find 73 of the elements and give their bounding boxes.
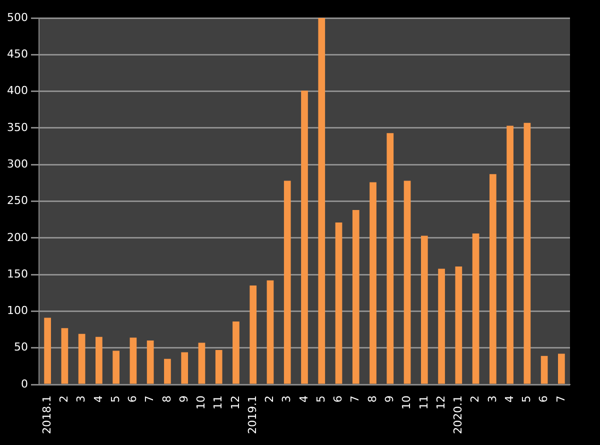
x-tick-label: 7 [348, 396, 362, 403]
y-tick-label: 400 [6, 84, 28, 98]
bar [524, 122, 531, 384]
bar [112, 350, 120, 384]
x-tick-label: 2019.1 [246, 396, 259, 434]
y-tick-label: 450 [6, 48, 28, 61]
x-tick-label: 12 [228, 396, 242, 410]
bar [301, 90, 308, 384]
bar [558, 354, 565, 384]
x-tick-label: 4 [297, 396, 310, 403]
x-tick-label: 8 [160, 396, 174, 403]
bar [506, 126, 514, 384]
bar [250, 286, 257, 384]
bar [438, 268, 445, 384]
x-tick-label: 3 [280, 396, 294, 403]
bar [370, 182, 376, 384]
x-tick-label: 2018.1 [40, 396, 54, 434]
bar [44, 318, 51, 384]
x-tick-label: 6 [537, 396, 550, 403]
x-tick-label: 10 [194, 396, 208, 410]
y-tick-label: 250 [6, 194, 28, 208]
bar [404, 180, 411, 384]
bar [489, 174, 496, 384]
bar [284, 180, 291, 384]
y-tick-label: 350 [6, 120, 28, 134]
bar [232, 321, 240, 384]
bar [386, 133, 394, 384]
bar [540, 356, 548, 384]
x-tick-label: 3 [74, 396, 88, 403]
bar [61, 328, 68, 384]
bar [198, 342, 206, 384]
y-tick-label: 200 [6, 230, 28, 244]
y-tick-label: 300 [6, 157, 28, 170]
x-tick-label: 10 [400, 396, 414, 410]
bar [352, 210, 360, 384]
bar [318, 18, 326, 384]
y-tick-label: 100 [6, 304, 28, 318]
x-tick-label: 2 [263, 396, 276, 403]
x-tick-label: 4 [92, 396, 105, 403]
x-tick-label: 9 [177, 396, 190, 403]
bar [96, 336, 102, 384]
x-tick-label: 11 [417, 396, 430, 410]
bar [335, 222, 342, 384]
y-tick-label: 0 [20, 377, 28, 390]
x-tick-label: 8 [366, 396, 379, 403]
x-tick-label: 7 [143, 396, 156, 403]
y-tick-label: 50 [14, 340, 28, 354]
y-tick-label: 500 [6, 10, 28, 24]
x-tick-label: 2020.1 [452, 396, 465, 434]
x-tick-label: 6 [126, 396, 140, 403]
bar [215, 350, 222, 384]
x-tick-label: 5 [314, 396, 328, 403]
x-tick-label: 2 [468, 396, 482, 403]
bar [146, 340, 154, 384]
x-tick-label: 4 [502, 396, 516, 403]
bar [130, 338, 137, 384]
x-tick-label: 6 [332, 396, 345, 403]
y-tick-label: 150 [6, 267, 28, 280]
bar [472, 234, 480, 384]
x-tick-label: 12 [434, 396, 448, 410]
bar [266, 280, 274, 384]
x-tick-label: 7 [554, 396, 568, 403]
bar [164, 358, 171, 384]
x-tick-label: 3 [486, 396, 499, 403]
x-tick-label: 2 [58, 396, 71, 403]
x-tick-label: 5 [108, 396, 122, 403]
bar [78, 334, 86, 384]
x-tick-label: 5 [520, 396, 534, 403]
bar [455, 266, 462, 384]
x-tick-label: 11 [212, 396, 225, 410]
bar [181, 352, 188, 384]
x-tick-label: 9 [383, 396, 396, 403]
bar [420, 236, 428, 384]
